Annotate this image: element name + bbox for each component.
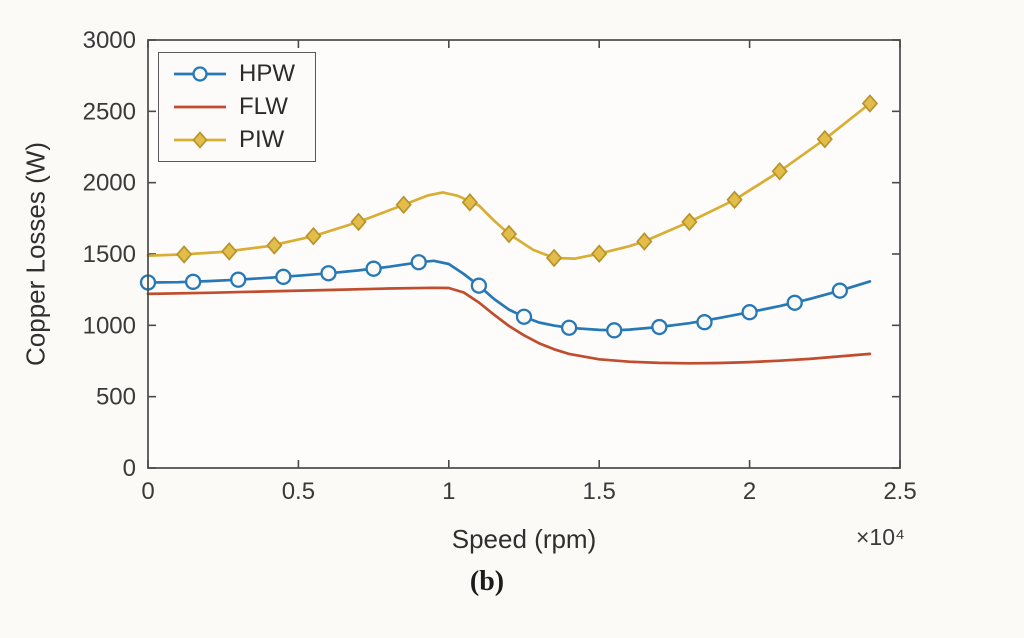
x-axis-offset-label: ×10⁴	[856, 524, 905, 550]
svg-text:2500: 2500	[83, 98, 136, 125]
hpw-line-sample-icon	[174, 66, 226, 82]
svg-text:2: 2	[743, 478, 756, 505]
svg-text:1500: 1500	[83, 241, 136, 268]
svg-text:1000: 1000	[83, 312, 136, 339]
svg-text:3000: 3000	[83, 27, 136, 54]
piw-line-sample-icon	[174, 131, 226, 149]
legend-item-piw: PIW	[171, 128, 295, 152]
figure-caption: (b)	[469, 566, 505, 597]
legend-label-hpw: HPW	[239, 60, 295, 87]
svg-text:1.5: 1.5	[583, 478, 616, 505]
svg-text:0: 0	[123, 455, 136, 482]
svg-text:2.5: 2.5	[883, 478, 916, 505]
svg-text:0: 0	[141, 478, 154, 505]
svg-text:1: 1	[442, 478, 455, 505]
y-axis-label: Copper Losses (W)	[20, 142, 51, 366]
legend-label-piw: PIW	[239, 126, 285, 153]
legend-item-hpw: HPW	[171, 62, 295, 86]
legend: HPW FLW PIW	[158, 52, 316, 162]
legend-label-flw: FLW	[239, 93, 288, 120]
flw-line-sample-icon	[174, 105, 226, 109]
svg-text:500: 500	[96, 384, 136, 411]
svg-text:0.5: 0.5	[282, 478, 315, 505]
x-axis-label: Speed (rpm)	[451, 524, 597, 554]
svg-text:2000: 2000	[83, 170, 136, 197]
legend-item-flw: FLW	[171, 95, 295, 119]
